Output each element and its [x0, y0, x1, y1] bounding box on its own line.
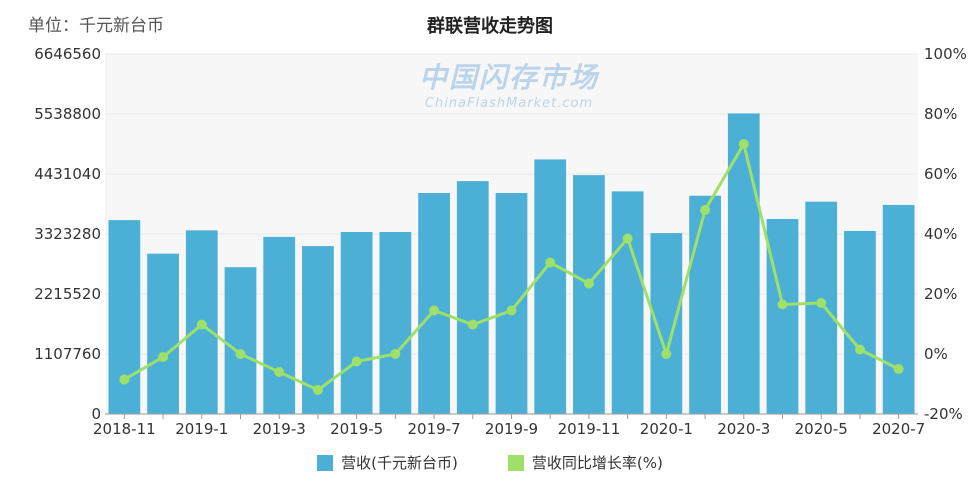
- legend-item-growth[interactable]: 营收同比增长率(%): [507, 452, 663, 473]
- chart-title: 群联营收走势图: [427, 16, 553, 37]
- bar: [147, 253, 179, 414]
- growth-point: [390, 349, 401, 359]
- growth-point: [854, 344, 865, 355]
- bar: [495, 193, 528, 414]
- growth-point: [622, 233, 633, 244]
- x-tick-label: 2019-11: [558, 420, 621, 438]
- x-tick-label: 2020-1: [640, 420, 693, 438]
- bar: [263, 236, 296, 414]
- growth-point: [158, 352, 169, 362]
- legend-item-revenue[interactable]: 营收(千元新台币): [317, 452, 458, 473]
- x-tick-label: 2019-7: [408, 420, 461, 438]
- y-right-tick-label: 60%: [924, 165, 957, 183]
- growth-point: [816, 298, 827, 308]
- y-right-tick-label: 80%: [924, 105, 957, 123]
- bar: [882, 204, 915, 414]
- legend-label-revenue: 营收(千元新台币): [341, 454, 458, 472]
- growth-point: [583, 278, 594, 289]
- y-right-tick-label: 100%: [924, 45, 967, 63]
- bar: [379, 232, 412, 414]
- bar: [224, 267, 257, 414]
- y-right-tick-label: 20%: [924, 285, 957, 303]
- legend-swatch-bar: [317, 454, 334, 471]
- growth-point: [700, 205, 711, 215]
- y-left-tick-label: 1107760: [34, 345, 101, 363]
- growth-point: [429, 305, 440, 316]
- legend: 营收(千元新台币) 营收同比增长率(%): [0, 452, 980, 473]
- growth-point: [312, 385, 323, 395]
- growth-point: [235, 349, 246, 359]
- y-right-tick-label: -20%: [924, 405, 963, 423]
- growth-point: [893, 364, 904, 374]
- bar: [108, 220, 141, 414]
- y-right-tick-label: 0%: [924, 345, 948, 363]
- y-left-tick-label: 4431040: [34, 165, 101, 183]
- growth-point: [351, 356, 362, 367]
- x-tick-label: 2020-3: [717, 420, 770, 438]
- x-tick-label: 2018-11: [93, 420, 156, 438]
- growth-point: [661, 349, 672, 359]
- bar: [844, 230, 876, 414]
- x-tick-label: 2020-7: [872, 420, 925, 438]
- legend-label-growth: 营收同比增长率(%): [531, 454, 663, 472]
- growth-point: [274, 367, 285, 377]
- growth-point: [196, 319, 207, 330]
- unit-label: 单位：千元新台币: [28, 16, 164, 36]
- growth-point: [777, 299, 788, 310]
- x-tick-label: 2020-5: [795, 420, 848, 438]
- x-tick-label: 2019-1: [175, 420, 228, 438]
- x-tick-label: 2019-5: [330, 420, 383, 438]
- bar: [456, 181, 489, 414]
- y-left-tick-label: 3323280: [34, 225, 101, 243]
- bar: [727, 113, 760, 414]
- y-left-tick-label: 5538800: [34, 105, 101, 123]
- x-tick-label: 2019-3: [253, 420, 306, 438]
- y-right-tick-label: 40%: [924, 225, 957, 243]
- bar: [534, 159, 567, 414]
- bar: [611, 191, 644, 414]
- bar: [418, 193, 450, 414]
- growth-point: [738, 139, 749, 149]
- growth-point: [467, 319, 478, 330]
- legend-swatch-line: [507, 454, 524, 471]
- bar: [573, 175, 605, 414]
- y-left-tick-label: 6646560: [34, 45, 101, 63]
- growth-point: [119, 374, 130, 385]
- bar: [689, 195, 721, 414]
- growth-point: [506, 305, 517, 316]
- x-tick-label: 2019-9: [485, 420, 538, 438]
- y-left-tick-label: 0: [91, 405, 101, 423]
- y-left-tick-label: 2215520: [34, 285, 101, 303]
- bar: [340, 232, 373, 414]
- growth-point: [545, 257, 556, 268]
- bar: [766, 219, 799, 414]
